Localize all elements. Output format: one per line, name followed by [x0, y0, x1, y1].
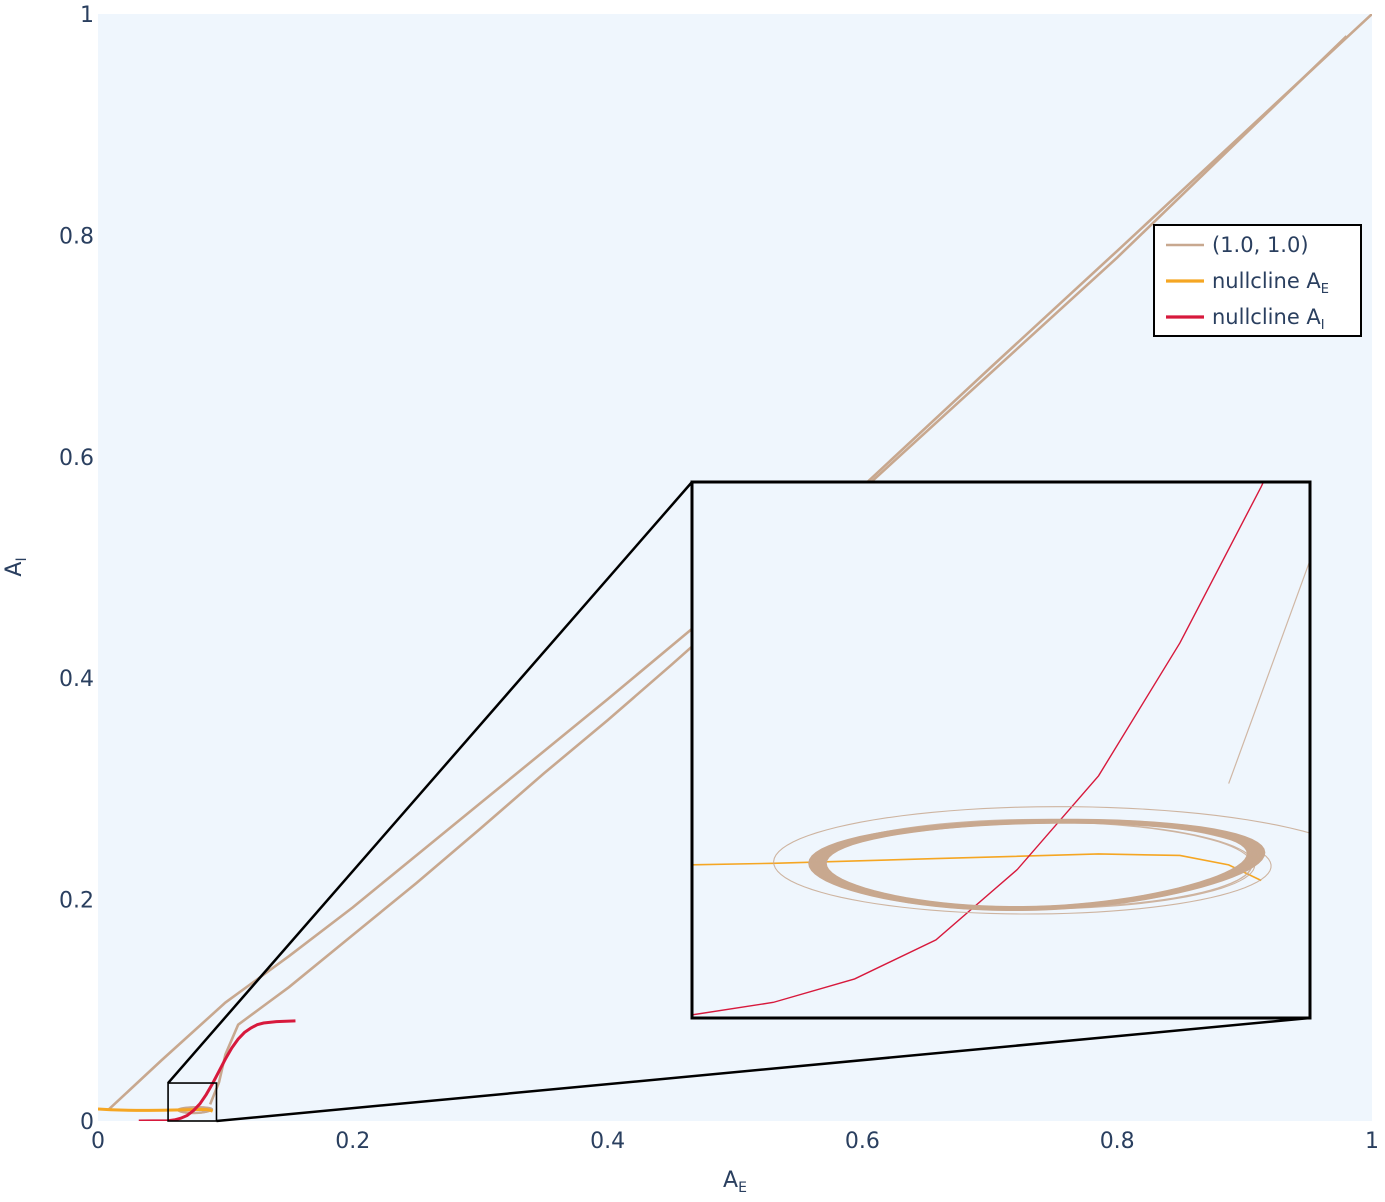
- x-axis-ticks: 0 0.2 0.4 0.6 0.8 1: [91, 1129, 1379, 1154]
- x-tick-label: 0: [91, 1129, 105, 1154]
- y-tick-label: 0.4: [59, 667, 94, 692]
- legend: (1.0, 1.0) nullcline AE nullcline AI: [1153, 224, 1362, 337]
- inset-frame: [690, 480, 1312, 1020]
- inset-nullcline-ae-line: [692, 853, 1262, 882]
- inset-traces: [692, 482, 1310, 1016]
- inset-nullcline-ai-line: [692, 482, 1265, 1016]
- y-axis-title-subscript: I: [14, 557, 30, 561]
- inset-background: [692, 482, 1310, 1018]
- inset-zoom: [167, 480, 1312, 1123]
- x-axis-title: AE: [723, 1168, 747, 1196]
- inset-connector-line: [216, 1016, 1311, 1123]
- legend-label: (1.0, 1.0): [1212, 233, 1309, 257]
- x-tick-label: 0.2: [335, 1129, 370, 1154]
- inset-limit-cycle: [808, 818, 1266, 911]
- y-tick-label: 0.8: [59, 224, 94, 249]
- inset-connector-line: [167, 481, 693, 1084]
- nullcline-ai-line: [138, 1019, 296, 1121]
- x-tick-label: 0.4: [590, 1129, 625, 1154]
- x-axis-title-subscript: E: [738, 1180, 747, 1196]
- x-tick-label: 0.6: [845, 1129, 880, 1154]
- legend-label: nullcline AI: [1212, 305, 1325, 333]
- y-tick-label: 0.2: [59, 889, 94, 914]
- x-tick-label: 1: [1365, 1129, 1379, 1154]
- trajectory-outbound-line: [107, 14, 1372, 1111]
- y-axis-ticks: 0 0.2 0.4 0.6 0.8 1: [59, 3, 94, 1135]
- legend-label: nullcline AE: [1212, 269, 1329, 297]
- y-tick-label: 1: [80, 3, 94, 28]
- inset-source-box: [167, 1082, 218, 1122]
- y-tick-label: 0: [80, 1110, 94, 1135]
- y-tick-label: 0.6: [59, 446, 94, 471]
- x-tick-label: 0.8: [1100, 1129, 1135, 1154]
- y-axis-title: AI: [2, 557, 30, 576]
